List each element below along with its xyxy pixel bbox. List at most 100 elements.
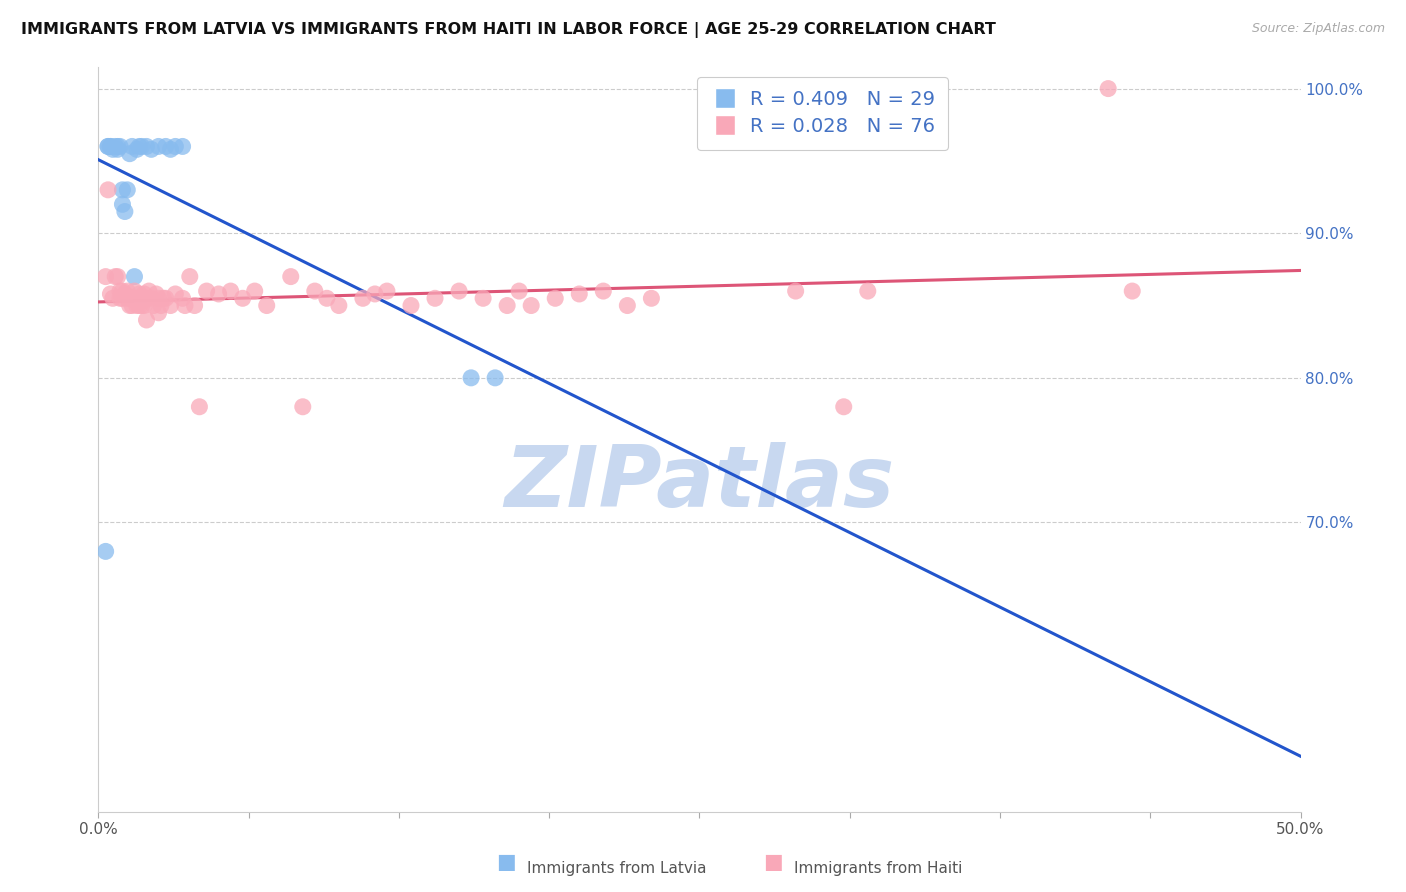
Point bbox=[138, 284, 160, 298]
Point bbox=[472, 291, 495, 305]
Point bbox=[124, 284, 146, 298]
Point bbox=[114, 287, 136, 301]
Point bbox=[152, 291, 174, 305]
Point bbox=[155, 139, 177, 153]
Point bbox=[111, 197, 134, 211]
Point bbox=[131, 291, 153, 305]
Point bbox=[592, 284, 614, 298]
Point bbox=[304, 284, 326, 298]
Point bbox=[496, 299, 519, 313]
Point bbox=[128, 287, 150, 301]
Point bbox=[111, 291, 134, 305]
Point bbox=[142, 299, 165, 313]
Point bbox=[856, 284, 879, 298]
Point bbox=[243, 284, 266, 298]
Point bbox=[148, 291, 170, 305]
Point bbox=[100, 139, 122, 153]
Point bbox=[131, 299, 153, 313]
Point bbox=[121, 139, 143, 153]
Point bbox=[108, 291, 131, 305]
Point bbox=[423, 291, 446, 305]
Point bbox=[159, 142, 181, 156]
Point bbox=[165, 287, 187, 301]
Point bbox=[125, 299, 148, 313]
Point bbox=[315, 291, 337, 305]
Point bbox=[352, 291, 374, 305]
Point bbox=[447, 284, 470, 298]
Point bbox=[145, 287, 167, 301]
Point bbox=[114, 204, 136, 219]
Point bbox=[104, 139, 127, 153]
Point bbox=[135, 313, 157, 327]
Point bbox=[132, 299, 155, 313]
Point bbox=[232, 291, 254, 305]
Point bbox=[108, 139, 131, 153]
Point bbox=[141, 142, 163, 156]
Text: Immigrants from Latvia: Immigrants from Latvia bbox=[527, 861, 707, 876]
Legend: R = 0.409   N = 29, R = 0.028   N = 76: R = 0.409 N = 29, R = 0.028 N = 76 bbox=[697, 77, 948, 150]
Point bbox=[94, 544, 117, 558]
Point bbox=[508, 284, 530, 298]
Point bbox=[195, 284, 218, 298]
Point bbox=[125, 142, 148, 156]
Text: ZIPatlas: ZIPatlas bbox=[505, 442, 894, 525]
Point bbox=[165, 139, 187, 153]
Point bbox=[97, 183, 120, 197]
Point bbox=[118, 291, 141, 305]
Point bbox=[97, 139, 120, 153]
Point bbox=[117, 291, 139, 305]
Point bbox=[364, 287, 387, 301]
Point bbox=[97, 139, 120, 153]
Point bbox=[135, 291, 157, 305]
Point bbox=[107, 142, 129, 156]
Point bbox=[291, 400, 314, 414]
Point bbox=[544, 291, 567, 305]
Point bbox=[375, 284, 398, 298]
Text: Source: ZipAtlas.com: Source: ZipAtlas.com bbox=[1251, 22, 1385, 36]
Point bbox=[121, 291, 143, 305]
Point bbox=[148, 306, 170, 320]
Point bbox=[172, 291, 194, 305]
Point bbox=[328, 299, 350, 313]
Text: Immigrants from Haiti: Immigrants from Haiti bbox=[794, 861, 963, 876]
Y-axis label: In Labor Force | Age 25-29: In Labor Force | Age 25-29 bbox=[0, 338, 8, 541]
Point bbox=[484, 371, 506, 385]
Point bbox=[118, 299, 141, 313]
Point bbox=[188, 400, 211, 414]
Point bbox=[568, 287, 591, 301]
Point bbox=[132, 287, 155, 301]
Point bbox=[104, 269, 127, 284]
Point bbox=[280, 269, 302, 284]
Point bbox=[155, 291, 177, 305]
Point bbox=[111, 284, 134, 298]
Point bbox=[101, 142, 124, 156]
Text: IMMIGRANTS FROM LATVIA VS IMMIGRANTS FROM HAITI IN LABOR FORCE | AGE 25-29 CORRE: IMMIGRANTS FROM LATVIA VS IMMIGRANTS FRO… bbox=[21, 22, 995, 38]
Point bbox=[108, 284, 131, 298]
Point bbox=[131, 139, 153, 153]
Point bbox=[148, 139, 170, 153]
Point bbox=[100, 287, 122, 301]
Point bbox=[159, 299, 181, 313]
Point bbox=[117, 284, 139, 298]
Point bbox=[785, 284, 807, 298]
Point bbox=[128, 299, 150, 313]
Point bbox=[128, 139, 150, 153]
Point bbox=[208, 287, 231, 301]
Point bbox=[135, 139, 157, 153]
Point bbox=[100, 139, 122, 153]
Point bbox=[117, 183, 139, 197]
Point bbox=[172, 139, 194, 153]
Point bbox=[101, 291, 124, 305]
Point bbox=[1121, 284, 1143, 298]
Text: ■: ■ bbox=[763, 853, 783, 872]
Point bbox=[107, 139, 129, 153]
Text: ■: ■ bbox=[496, 853, 516, 872]
Point bbox=[1097, 81, 1119, 95]
Point bbox=[179, 269, 201, 284]
Point bbox=[460, 371, 482, 385]
Point bbox=[121, 299, 143, 313]
Point bbox=[141, 291, 163, 305]
Point bbox=[125, 291, 148, 305]
Point bbox=[94, 269, 117, 284]
Point bbox=[174, 299, 197, 313]
